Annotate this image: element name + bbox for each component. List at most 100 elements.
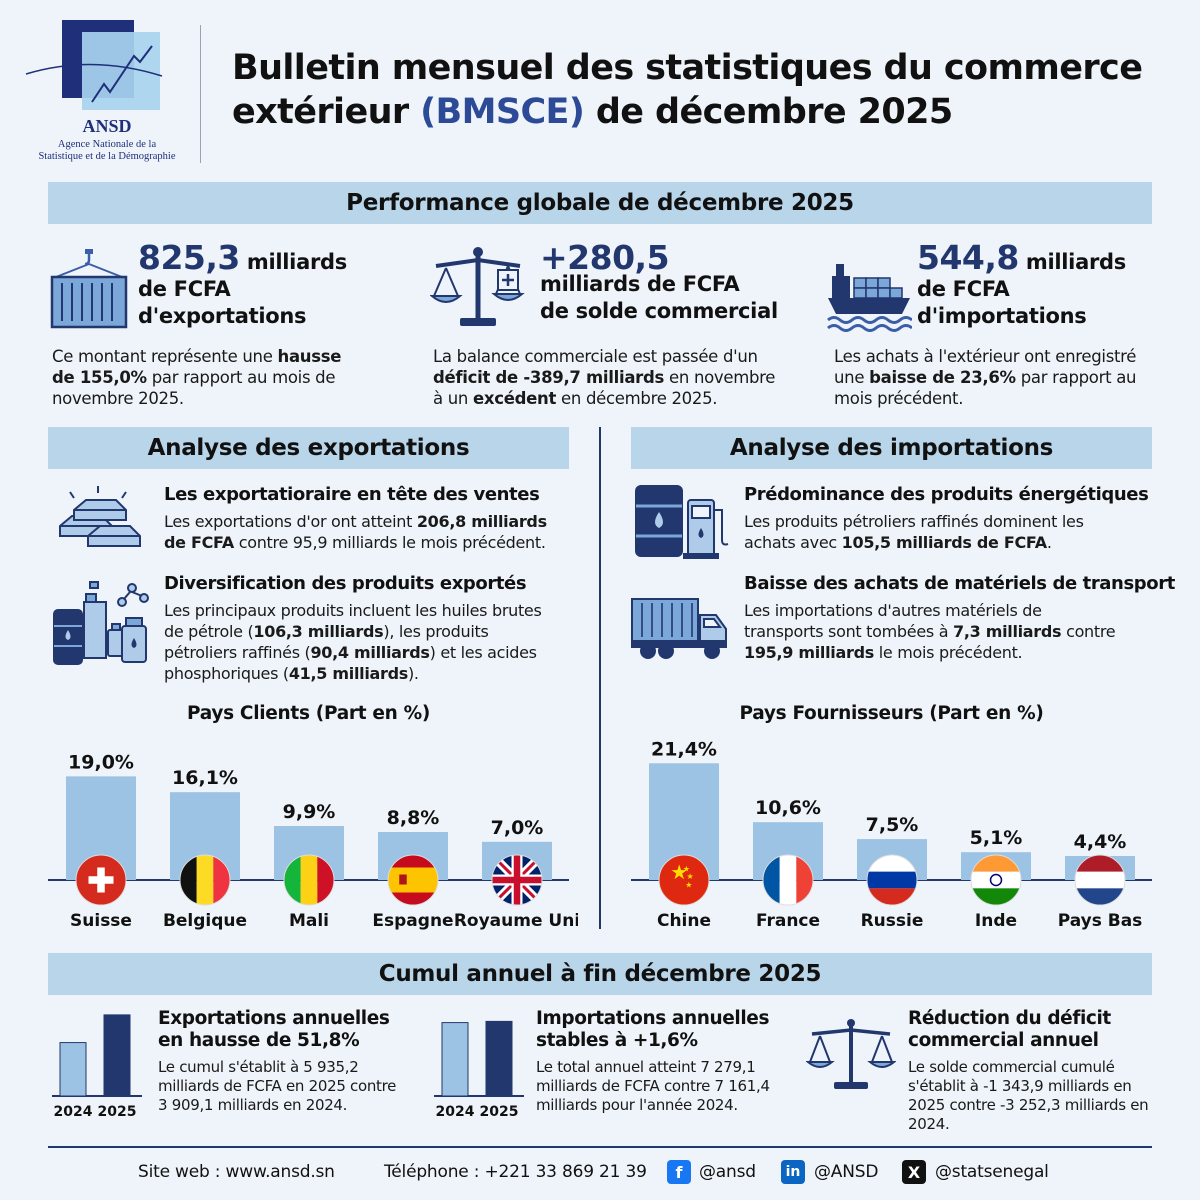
clients-value-label-0: 19,0% — [68, 751, 134, 773]
china-flag-icon: ★★★★ — [659, 855, 709, 905]
cumul-deficit-line4: 2024. — [908, 1115, 950, 1133]
title-part-b: de décembre 2025 — [584, 92, 953, 132]
footer-website[interactable]: Site web : www.ansd.sn — [138, 1162, 335, 1182]
spain-flag-icon — [388, 855, 438, 905]
x-icon[interactable]: X — [902, 1160, 926, 1184]
cumul-exports-title: Exportations annuelles en hausse de 51,8… — [158, 1008, 418, 1052]
clients-flag-3 — [387, 854, 439, 906]
clients-value-label-1: 16,1% — [172, 767, 238, 789]
uk-flag-icon — [492, 855, 542, 905]
balance-desc-b: déficit de -389,7 milliards — [433, 368, 665, 387]
russia-flag-icon — [867, 855, 917, 905]
performance-heading: Performance globale de décembre 2025 — [48, 182, 1152, 224]
balance-kpi-line2: milliards de FCFA — [540, 272, 740, 296]
balance-kpi: +280,5 milliards de FCFA de solde commer… — [540, 241, 820, 325]
export-item1-a: Les exportations d'or ont atteint — [164, 512, 417, 531]
imports-kpi-line3: d'importations — [917, 304, 1087, 328]
imports-desc-d: par rapport au — [1015, 368, 1137, 387]
clients-flag-1 — [179, 854, 231, 906]
exports-analysis-heading: Analyse des exportations — [48, 427, 569, 469]
import-item1-l2a: achats avec — [744, 533, 842, 552]
suppliers-category-label-4: Pays Bas — [1058, 911, 1143, 931]
export-item2-line1: Les principaux produits incluent les hui… — [164, 601, 542, 620]
clients-flag-4 — [491, 854, 543, 906]
cumul-deficit-text: Le solde commercial cumulé s'établit à -… — [908, 1058, 1178, 1134]
clients-flag-0 — [75, 854, 127, 906]
footer-x[interactable]: @statsenegal — [935, 1162, 1049, 1182]
swiss-flag-icon — [76, 855, 126, 905]
exports-desc-b2: de 155,0% — [52, 368, 147, 387]
balance-kpi-line3: de solde commercial — [540, 299, 778, 323]
import-item1-l2b: 105,5 milliards de FCFA — [841, 533, 1047, 552]
export-item2-l3b: 90,4 milliards — [310, 643, 430, 662]
svg-text:★: ★ — [683, 864, 690, 873]
imports-kpi-desc: Les achats à l'extérieur ont enregistré … — [834, 346, 1184, 409]
imports-desc-c: baisse de 23,6% — [869, 368, 1016, 387]
imports-desc-a: Les achats à l'extérieur ont enregistré — [834, 347, 1137, 366]
cumul-deficit-line2: s'établit à -1 343,9 milliards en — [908, 1077, 1132, 1095]
exports-desc-a: Ce montant représente une — [52, 347, 278, 366]
cumul-imports-title1: Importations annuelles — [536, 1008, 770, 1029]
logo-name: ANSD — [82, 116, 132, 136]
cargo-ship-icon — [826, 254, 913, 334]
suppliers-flag-1 — [762, 854, 814, 906]
suppliers-value-label-3: 5,1% — [970, 827, 1023, 849]
cumul-imports-title: Importations annuelles stables à +1,6% — [536, 1008, 796, 1052]
suppliers-chart-title: Pays Fournisseurs (Part en %) — [739, 703, 1044, 724]
annual-exports-year-label-1: 2025 — [98, 1104, 137, 1120]
france-flag-icon — [763, 855, 813, 905]
export-item1-text: Les exportations d'or ont atteint 206,8 … — [164, 511, 584, 553]
exports-desc-d: novembre 2025. — [52, 389, 184, 408]
oil-barrel-fuel-pump-icon — [632, 480, 732, 560]
cumul-deficit-title2: commercial annuel — [908, 1030, 1099, 1051]
annual-exports-bar-1 — [103, 1014, 131, 1097]
import-item1-text: Les produits pétroliers raffinés dominen… — [744, 511, 1164, 553]
clients-chart-title: Pays Clients (Part en %) — [186, 703, 431, 724]
import-item1-line1: Les produits pétroliers raffinés dominen… — [744, 512, 1084, 531]
mali-flag-icon — [284, 855, 334, 905]
export-item1-d: contre 95,9 milliards le mois précédent. — [233, 533, 546, 552]
clients-value-label-3: 8,8% — [387, 807, 440, 829]
suppliers-flag-3 — [970, 854, 1022, 906]
balance-scale-icon — [429, 244, 526, 332]
balance-kpi-desc: La balance commerciale est passée d'un d… — [433, 346, 803, 409]
title-acronym: (BMSCE) — [420, 92, 585, 132]
cumul-imports-title2: stables à +1,6% — [536, 1030, 698, 1051]
clients-bar-chart: 19,0% Suisse 16,1% Belgique 9,9% Mali 8,8% Espa… — [48, 751, 578, 931]
export-item1-title: Les exportatioraire en tête des ventes — [164, 484, 540, 505]
suppliers-category-label-2: Russie — [861, 911, 924, 931]
clients-category-label-1: Belgique — [163, 911, 247, 931]
annual-exports-bar-0 — [59, 1042, 87, 1097]
imports-kpi-value: 544,8 — [917, 238, 1019, 277]
balance-scale-icon — [805, 1016, 897, 1094]
suppliers-category-label-1: France — [756, 911, 820, 931]
cumul-deficit-line3: 2025 contre -3 252,3 milliards en — [908, 1096, 1149, 1114]
imports-desc-e: mois précédent. — [834, 389, 964, 408]
suppliers-value-label-1: 10,6% — [755, 797, 821, 819]
logo-sub2: Statistique et de la Démographie — [38, 151, 176, 162]
header-divider — [200, 25, 201, 163]
imports-kpi-line2: de FCFA — [917, 277, 1010, 301]
imports-kpi: 544,8 milliards de FCFA d'importations — [917, 241, 1187, 330]
export-item2-l3c: ) et les acides — [429, 643, 537, 662]
exports-kpi: 825,3 milliards de FCFA d'exportations — [138, 241, 418, 330]
import-item2-l3b: le mois précédent. — [873, 643, 1023, 662]
suppliers-bar-chart: 21,4% ★★★★ Chine 10,6% France 7,5% Russie 5,1% I… — [631, 738, 1152, 931]
imports-desc-b: une — [834, 368, 870, 387]
cumul-imports-line2: milliards de FCFA contre 7 161,4 — [536, 1077, 770, 1095]
export-item1-c: de FCFA — [164, 533, 234, 552]
cumul-exports-text: Le cumul s'établit à 5 935,2 milliards d… — [158, 1058, 428, 1115]
title-part-a: extérieur — [232, 92, 421, 132]
exports-kpi-unit: milliards — [239, 250, 347, 274]
footer-phone[interactable]: Téléphone : +221 33 869 21 39 — [384, 1162, 647, 1182]
facebook-icon[interactable]: f — [667, 1160, 691, 1184]
export-item2-text: Les principaux produits incluent les hui… — [164, 600, 584, 684]
footer-linkedin[interactable]: @ANSD — [814, 1162, 879, 1182]
clients-value-label-4: 7,0% — [491, 817, 544, 839]
suppliers-flag-0: ★★★★ — [658, 854, 710, 906]
cumul-exports-line2: milliards de FCFA en 2025 contre — [158, 1077, 397, 1095]
cumul-deficit-line1: Le solde commercial cumulé — [908, 1058, 1115, 1076]
linkedin-icon[interactable]: in — [781, 1160, 805, 1184]
annual-exports-year-label-0: 2024 — [54, 1104, 93, 1120]
footer-facebook[interactable]: @ansd — [699, 1162, 756, 1182]
